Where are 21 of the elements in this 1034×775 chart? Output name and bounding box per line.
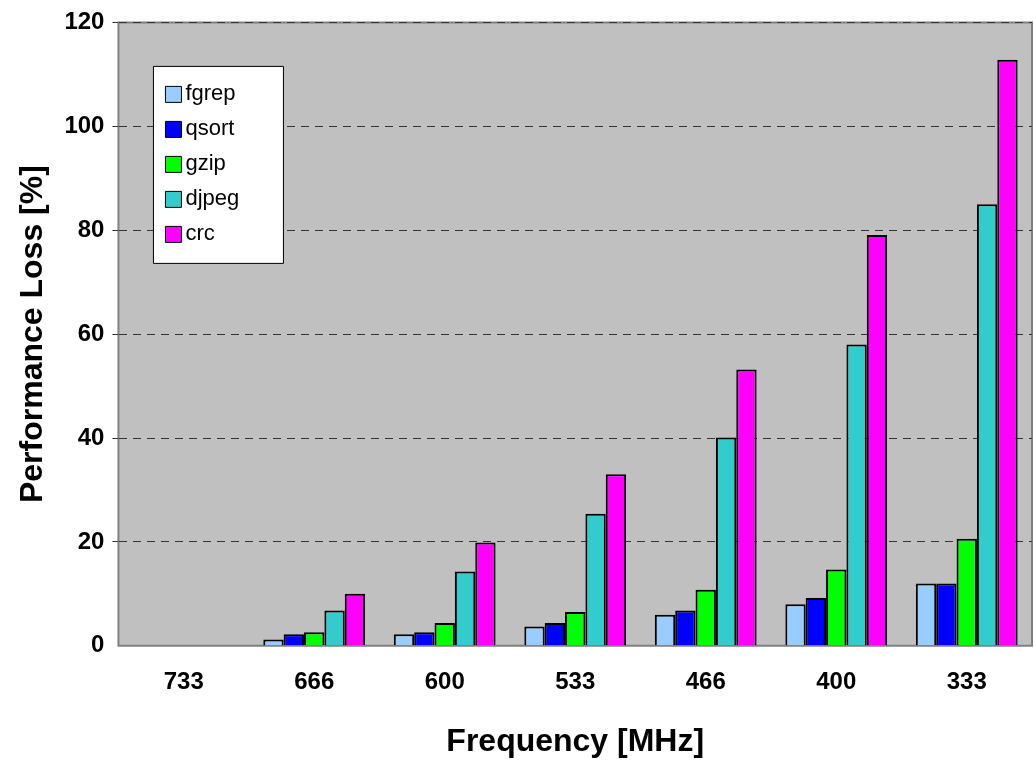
x-tick-label: 666 bbox=[294, 666, 335, 694]
legend-label: gzip bbox=[185, 150, 226, 176]
x-tick-label: 333 bbox=[946, 666, 987, 694]
y-tick-label: 80 bbox=[77, 214, 105, 242]
legend-label: djpeg bbox=[185, 185, 240, 211]
legend-label: qsort bbox=[185, 115, 235, 141]
x-axis-title: Frequency [MHz] bbox=[446, 721, 705, 758]
x-tick-label: 733 bbox=[163, 666, 204, 694]
x-tick-label: 400 bbox=[816, 666, 857, 694]
y-tick-label: 40 bbox=[77, 422, 105, 450]
x-tick-label: 600 bbox=[424, 666, 465, 694]
y-axis-title: Performance Loss [%] bbox=[13, 165, 50, 504]
y-tick-label: 0 bbox=[91, 630, 105, 658]
legend-label: fgrep bbox=[185, 80, 236, 106]
y-tick-label: 20 bbox=[77, 526, 105, 554]
y-tick-label: 100 bbox=[64, 110, 105, 138]
y-tick-label: 60 bbox=[77, 318, 105, 346]
x-tick-label: 533 bbox=[555, 666, 596, 694]
legend-label: crc bbox=[185, 220, 215, 246]
x-tick-label: 466 bbox=[685, 666, 726, 694]
y-tick-label: 120 bbox=[64, 7, 105, 35]
